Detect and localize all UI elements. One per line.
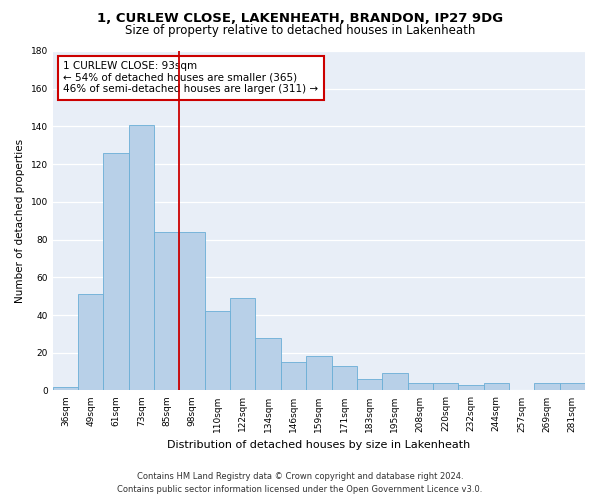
Bar — [129, 124, 154, 390]
Bar — [382, 374, 407, 390]
Bar — [560, 383, 585, 390]
Bar — [357, 379, 382, 390]
Bar — [332, 366, 357, 390]
Bar — [433, 383, 458, 390]
Bar — [205, 311, 230, 390]
Bar — [458, 385, 484, 390]
Bar — [154, 232, 179, 390]
Bar — [230, 298, 256, 390]
Bar — [53, 386, 78, 390]
Text: Contains HM Land Registry data © Crown copyright and database right 2024.
Contai: Contains HM Land Registry data © Crown c… — [118, 472, 482, 494]
Bar — [484, 383, 509, 390]
Text: 1, CURLEW CLOSE, LAKENHEATH, BRANDON, IP27 9DG: 1, CURLEW CLOSE, LAKENHEATH, BRANDON, IP… — [97, 12, 503, 26]
Bar — [256, 338, 281, 390]
Bar — [281, 362, 306, 390]
Bar — [535, 383, 560, 390]
Text: 1 CURLEW CLOSE: 93sqm
← 54% of detached houses are smaller (365)
46% of semi-det: 1 CURLEW CLOSE: 93sqm ← 54% of detached … — [64, 61, 319, 94]
Y-axis label: Number of detached properties: Number of detached properties — [15, 138, 25, 303]
Bar — [179, 232, 205, 390]
Bar — [407, 383, 433, 390]
X-axis label: Distribution of detached houses by size in Lakenheath: Distribution of detached houses by size … — [167, 440, 470, 450]
Text: Size of property relative to detached houses in Lakenheath: Size of property relative to detached ho… — [125, 24, 475, 37]
Bar — [103, 153, 129, 390]
Bar — [78, 294, 103, 390]
Bar — [306, 356, 332, 390]
